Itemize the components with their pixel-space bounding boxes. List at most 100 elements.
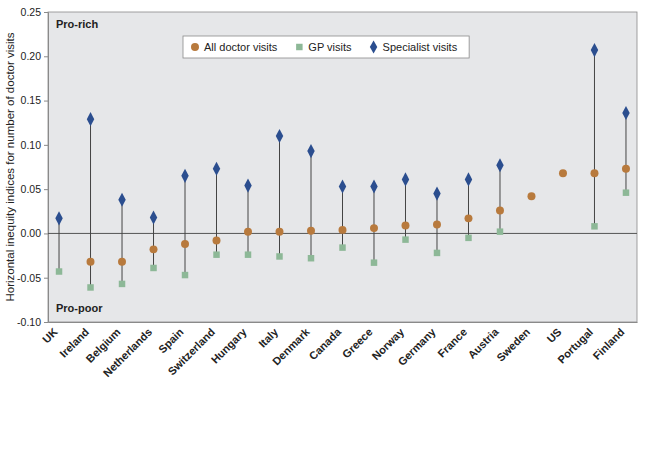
point bbox=[434, 250, 440, 256]
point bbox=[307, 144, 314, 158]
point bbox=[622, 106, 629, 120]
point bbox=[622, 165, 630, 173]
y-axis-line bbox=[44, 13, 49, 323]
y-tick-label: 0.10 bbox=[21, 139, 42, 151]
y-tick-mark bbox=[44, 278, 48, 279]
x-tick-label: Germany bbox=[395, 325, 438, 368]
point bbox=[244, 179, 251, 193]
y-tick-label: 0.25 bbox=[21, 6, 42, 18]
x-tick-label: UK bbox=[40, 326, 60, 346]
x-tick: Canada bbox=[307, 322, 344, 362]
y-tick: 0.15 bbox=[21, 94, 48, 106]
point bbox=[181, 240, 189, 248]
legend: All doctor visits GP visits Specialist vis… bbox=[183, 36, 469, 58]
y-tick-label: 0.20 bbox=[21, 50, 42, 62]
y-tick-label: 0.05 bbox=[21, 183, 42, 195]
y-tick-mark bbox=[44, 145, 48, 146]
point bbox=[213, 237, 221, 245]
stem bbox=[59, 218, 60, 271]
point bbox=[339, 244, 345, 250]
point bbox=[496, 206, 504, 214]
point bbox=[244, 228, 252, 236]
point bbox=[56, 268, 62, 274]
point bbox=[465, 214, 473, 222]
x-tick: Portugal bbox=[555, 322, 595, 366]
legend-marker bbox=[370, 41, 377, 54]
x-tick-label: Sweden bbox=[494, 325, 532, 363]
point bbox=[213, 162, 220, 176]
y-axis: -0.10 -0.05 0.00 0.05 0.10 0.15 0.20 0.25 bbox=[17, 6, 48, 328]
x-tick-label: Denmark bbox=[270, 325, 312, 367]
stem bbox=[405, 179, 406, 239]
x-tick: UK bbox=[40, 322, 60, 345]
y-tick-label: 0.00 bbox=[21, 227, 42, 239]
y-tick-label: 0.15 bbox=[21, 94, 42, 106]
x-tick-label: Switzerland bbox=[165, 326, 217, 378]
point bbox=[465, 172, 472, 186]
legend-item: All doctor visits bbox=[191, 41, 278, 53]
point bbox=[339, 226, 347, 234]
annotation: Pro-rich bbox=[56, 18, 98, 30]
series bbox=[87, 165, 630, 266]
x-tick: Spain bbox=[156, 322, 186, 355]
point bbox=[433, 186, 440, 200]
y-tick: -0.10 bbox=[17, 316, 48, 328]
x-axis-line bbox=[49, 322, 638, 323]
point bbox=[118, 258, 126, 266]
y-tick-label: -0.10 bbox=[17, 316, 41, 328]
y-tick: 0.20 bbox=[21, 50, 48, 62]
stem bbox=[342, 186, 343, 247]
point bbox=[402, 221, 410, 229]
stem bbox=[311, 151, 312, 258]
y-tick-mark bbox=[44, 12, 48, 13]
x-tick: Switzerland bbox=[165, 322, 217, 377]
x-tick-label: Spain bbox=[156, 325, 186, 355]
x-tick-label: Netherlands bbox=[101, 326, 154, 379]
point bbox=[276, 253, 282, 259]
y-tick: 0.10 bbox=[21, 139, 48, 151]
point bbox=[119, 281, 125, 287]
x-tick: Sweden bbox=[494, 322, 532, 364]
x-tick: Italy bbox=[256, 322, 281, 350]
point bbox=[465, 235, 471, 241]
point bbox=[591, 223, 597, 229]
legend-box bbox=[183, 36, 469, 58]
y-tick: -0.05 bbox=[17, 272, 48, 284]
y-tick: 0.05 bbox=[21, 183, 48, 195]
plot-frame bbox=[48, 12, 637, 322]
point bbox=[370, 224, 378, 232]
point bbox=[182, 272, 188, 278]
x-tick: Finland bbox=[590, 322, 626, 362]
y-tick-mark bbox=[44, 101, 48, 102]
x-tick-label: Greece bbox=[340, 326, 375, 361]
chart: -0.10 -0.05 0.00 0.05 0.10 0.15 0.20 0.25 UKIrel… bbox=[0, 0, 649, 450]
point bbox=[497, 228, 503, 234]
stem bbox=[185, 176, 186, 275]
point bbox=[55, 211, 62, 225]
stem bbox=[248, 186, 249, 255]
stem bbox=[468, 179, 469, 237]
point bbox=[402, 236, 408, 242]
x-tick: France bbox=[435, 322, 469, 360]
x-axis: UKIrelandBelgiumNetherlandsSpainSwitzerl… bbox=[40, 322, 638, 379]
point bbox=[496, 158, 503, 172]
x-tick: US bbox=[544, 322, 563, 345]
stem bbox=[594, 50, 595, 226]
point bbox=[87, 284, 93, 290]
y-tick-mark bbox=[44, 56, 48, 57]
point bbox=[402, 172, 409, 186]
point bbox=[590, 169, 598, 177]
y-tick-mark bbox=[44, 233, 48, 234]
series bbox=[56, 189, 629, 290]
x-tick-label: France bbox=[435, 326, 469, 360]
point bbox=[371, 259, 377, 265]
stem bbox=[625, 113, 626, 193]
legend-item: GP visits bbox=[296, 41, 352, 53]
point bbox=[276, 228, 284, 236]
point bbox=[433, 221, 441, 229]
marks bbox=[55, 43, 630, 291]
point bbox=[150, 245, 158, 253]
y-tick: 0.25 bbox=[21, 6, 48, 18]
y-tick-label: -0.05 bbox=[17, 272, 41, 284]
legend-label: Specialist visits bbox=[383, 41, 458, 53]
